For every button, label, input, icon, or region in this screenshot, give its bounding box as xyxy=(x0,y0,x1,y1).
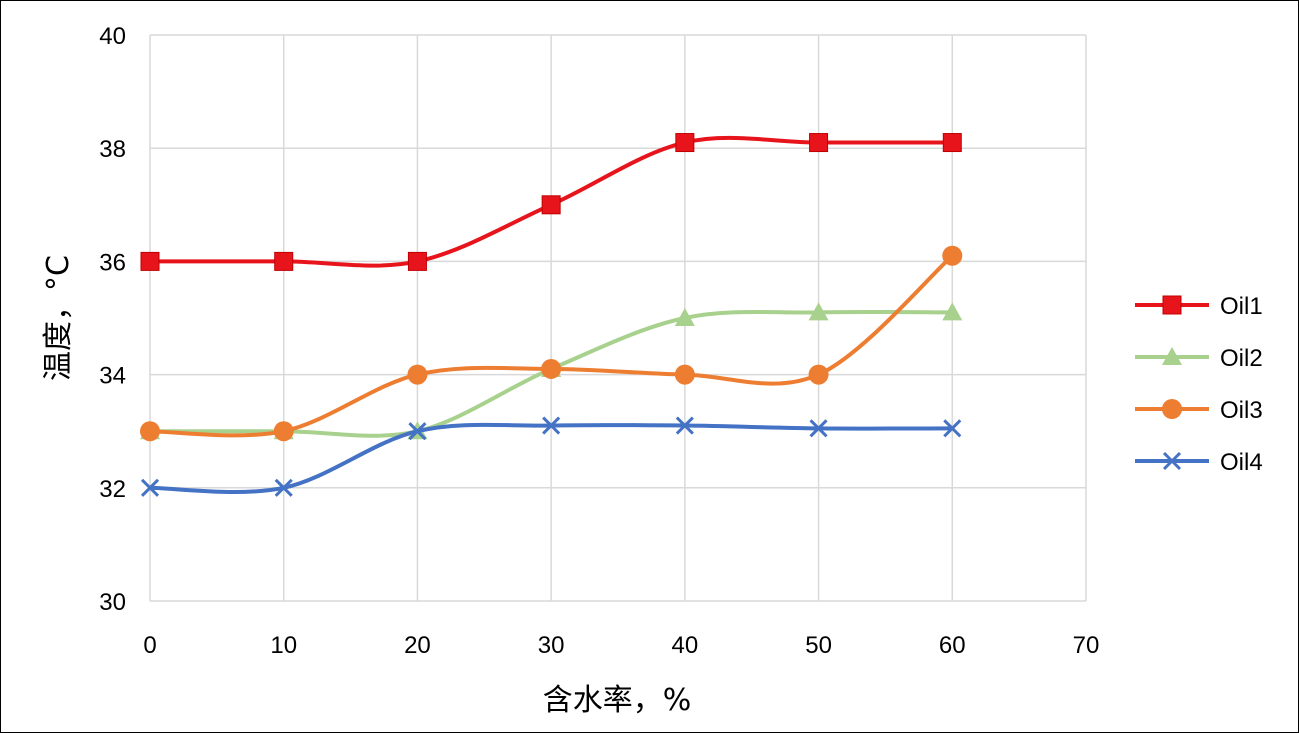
data-point-oil4 xyxy=(943,419,962,438)
data-point-oil1 xyxy=(675,133,695,153)
legend-item-oil2: Oil2 xyxy=(1135,345,1263,372)
data-point-oil1 xyxy=(274,251,294,271)
legend-item-oil3: Oil3 xyxy=(1135,397,1263,424)
x-marker-stroke xyxy=(542,416,561,435)
x-axis-ticks: 0 10 20 30 40 50 60 70 xyxy=(143,632,1099,659)
data-point-oil4 xyxy=(274,478,293,497)
x-marker-stroke xyxy=(943,419,962,438)
x-marker-stroke xyxy=(809,419,828,438)
x-axis-label: 含水率，% xyxy=(543,683,692,718)
x-tick-label: 70 xyxy=(1073,632,1100,659)
y-tick-label: 36 xyxy=(99,249,126,276)
x-tick-label: 50 xyxy=(805,632,832,659)
data-point-oil4 xyxy=(140,478,160,497)
data-point-oil3 xyxy=(674,364,695,385)
legend-item-oil1: Oil1 xyxy=(1135,293,1263,320)
legend-item-oil4: Oil4 xyxy=(1135,449,1263,476)
series-group xyxy=(140,133,963,497)
legend-label: Oil2 xyxy=(1220,345,1263,372)
data-point-oil1 xyxy=(942,133,962,153)
legend-label: Oil3 xyxy=(1220,397,1263,424)
data-point-oil4 xyxy=(542,416,561,435)
y-tick-label: 32 xyxy=(99,476,126,503)
x-tick-label: 10 xyxy=(270,632,297,659)
grid-lines xyxy=(149,34,1087,602)
data-point-oil1 xyxy=(407,251,427,271)
data-point-oil3 xyxy=(273,421,294,442)
y-tick-label: 40 xyxy=(99,23,126,50)
data-point-oil1 xyxy=(809,133,829,153)
legend-marker xyxy=(1162,399,1182,419)
legend-marker xyxy=(1162,295,1182,315)
y-tick-label: 38 xyxy=(99,136,126,163)
series-oil4 xyxy=(140,416,962,497)
data-point-oil2 xyxy=(808,302,829,321)
legend-label: Oil1 xyxy=(1220,293,1263,320)
series-oil3 xyxy=(140,245,963,442)
x-tick-label: 20 xyxy=(404,632,431,659)
x-marker-stroke xyxy=(274,478,293,497)
data-point-oil3 xyxy=(808,364,829,385)
data-point-oil3 xyxy=(942,245,963,266)
data-point-oil3 xyxy=(407,364,428,385)
data-point-oil3 xyxy=(541,358,562,379)
data-point-oil4 xyxy=(809,419,828,438)
data-point-oil2 xyxy=(942,302,963,321)
x-tick-label: 40 xyxy=(672,632,699,659)
data-point-oil3 xyxy=(140,421,160,442)
y-axis-label: 温度，°C xyxy=(41,255,76,381)
legend-marker xyxy=(1162,451,1182,471)
legend-marker xyxy=(1162,347,1182,365)
legend-label: Oil4 xyxy=(1220,449,1263,476)
legend: Oil1 Oil2 Oil3 Oil4 xyxy=(1135,293,1263,476)
data-point-oil4 xyxy=(408,422,427,441)
y-axis-ticks: 30 32 34 36 38 40 xyxy=(99,23,126,616)
x-marker-stroke xyxy=(1162,451,1182,471)
x-marker-stroke xyxy=(408,422,427,441)
x-tick-label: 60 xyxy=(939,632,966,659)
data-point-oil1 xyxy=(140,251,160,271)
x-marker-stroke xyxy=(140,478,160,497)
x-tick-label: 0 xyxy=(143,632,156,659)
y-tick-label: 30 xyxy=(99,589,126,616)
series-oil1 xyxy=(140,133,962,271)
x-marker-stroke xyxy=(675,416,694,435)
y-tick-label: 34 xyxy=(99,363,126,390)
data-point-oil1 xyxy=(541,195,561,215)
x-tick-label: 30 xyxy=(538,632,565,659)
data-point-oil4 xyxy=(675,416,694,435)
data-point-oil2 xyxy=(674,308,695,326)
